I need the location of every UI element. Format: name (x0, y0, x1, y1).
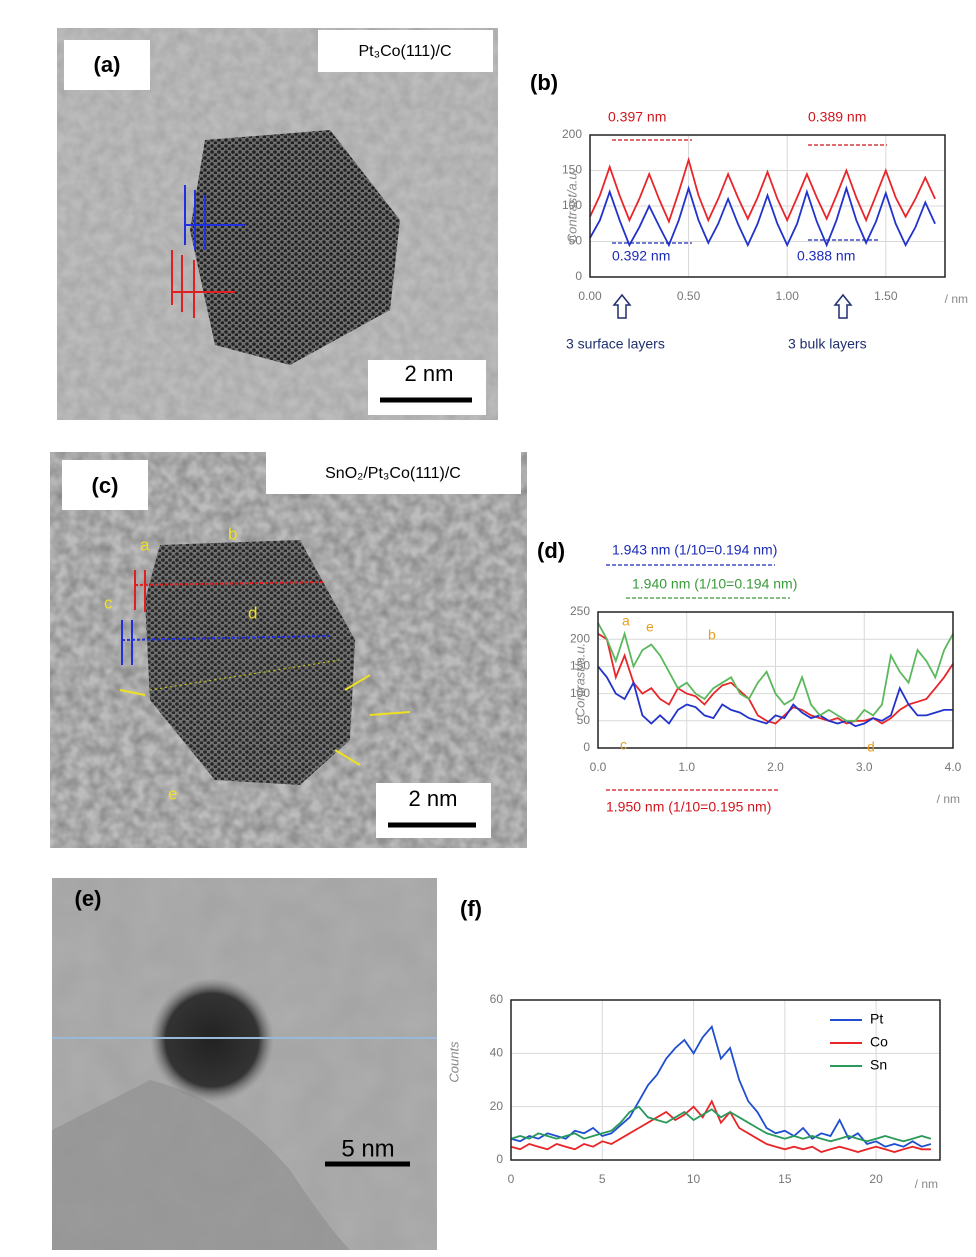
x-tick-label: 0 (508, 1172, 515, 1186)
y-tick-label: 50 (569, 234, 583, 248)
scale-label: 2 nm (405, 361, 454, 386)
y-tick-label: 200 (570, 631, 590, 645)
annotation: 1.943 nm (1/10=0.194 nm) (612, 542, 777, 558)
x-tick-label: 10 (687, 1172, 701, 1186)
annotation: a (622, 613, 630, 629)
legend-label: Co (870, 1034, 888, 1050)
y-tick-label: 100 (570, 686, 590, 700)
x-tick-label: 2.0 (767, 760, 784, 774)
x-tick-label: 1.00 (776, 289, 800, 303)
y-tick-label: 100 (562, 198, 582, 212)
panel-label: (e) (75, 886, 102, 911)
x-tick-label: 3.0 (856, 760, 873, 774)
annotation: 0.397 nm (608, 109, 666, 125)
y-tick-label: 0 (583, 740, 590, 754)
series-line (589, 185, 936, 248)
panel-label: (c) (92, 473, 119, 498)
series-line (597, 665, 953, 728)
y-tick-label: 0 (575, 269, 582, 283)
y-tick-label: 50 (577, 713, 591, 727)
caption: SnO₂/Pt₃Co(111)/C (325, 465, 461, 482)
y-axis-label: Counts (446, 1041, 461, 1083)
series-line (597, 633, 954, 725)
arrow (612, 293, 853, 319)
image-a: (a) Pt₃Co(111)/C 2 nm (57, 28, 498, 420)
y-tick-label: 150 (562, 163, 582, 177)
annotation: 1.950 nm (1/10=0.195 nm) (606, 799, 771, 815)
x-tick-label: 0.00 (578, 289, 602, 303)
plot-frame (510, 999, 941, 1161)
annotation: b (708, 627, 716, 643)
y-tick-label: 40 (490, 1046, 504, 1060)
x-tick-label: 1.50 (874, 289, 898, 303)
legend-label: Pt (870, 1011, 883, 1027)
x-axis-label: / nm (915, 1177, 938, 1191)
annotation: 3 bulk layers (788, 336, 867, 352)
x-tick-label: 1.0 (678, 760, 695, 774)
x-axis-label: / nm (937, 792, 960, 806)
x-axis-label: / nm (945, 292, 968, 306)
series-line (510, 1099, 931, 1153)
series-line (510, 1024, 932, 1148)
image-c: (c) SnO₂/Pt₃Co(111)/C a b c d e 2 nm (50, 452, 527, 848)
annotation: 0.388 nm (797, 248, 855, 264)
panel-label: (a) (94, 52, 121, 77)
series-line (597, 622, 954, 722)
x-tick-label: 20 (869, 1172, 883, 1186)
series-line (510, 1105, 932, 1143)
scale-label: 2 nm (409, 786, 458, 811)
plot-frame (589, 134, 946, 278)
x-tick-label: 15 (778, 1172, 792, 1186)
annotation: 0.392 nm (612, 248, 670, 264)
image-e: (e) 5 nm (52, 878, 437, 1250)
annotation: 3 surface layers (566, 336, 665, 352)
y-axis-label: Contrast/a.u. (572, 643, 587, 717)
y-axis-label: Contrast/a.u. (564, 169, 579, 243)
x-tick-label: 5 (599, 1172, 606, 1186)
x-tick-label: 4.0 (945, 760, 962, 774)
marker: e (168, 784, 177, 803)
marker: a (140, 535, 150, 554)
annotation: 0.389 nm (808, 109, 866, 125)
annotation: d (867, 739, 875, 755)
marker: c (104, 593, 113, 612)
legend-label: Sn (870, 1057, 887, 1073)
y-tick-label: 150 (570, 659, 590, 673)
y-tick-label: 200 (562, 127, 582, 141)
y-tick-label: 20 (490, 1099, 504, 1113)
caption: Pt₃Co(111)/C (358, 43, 451, 60)
panel-label: (d) (537, 538, 565, 563)
series-line (589, 156, 936, 225)
panel-label: (b) (530, 70, 558, 95)
annotation: e (646, 619, 654, 635)
y-tick-label: 60 (490, 992, 504, 1006)
panel-label: (f) (460, 896, 482, 921)
marker: d (248, 603, 257, 622)
y-tick-label: 250 (570, 604, 590, 618)
x-tick-label: 0.0 (590, 760, 607, 774)
marker: b (228, 524, 237, 543)
annotation: 1.940 nm (1/10=0.194 nm) (632, 576, 797, 592)
annotation: c (620, 737, 627, 753)
x-tick-label: 0.50 (677, 289, 701, 303)
plot-frame (597, 611, 954, 749)
scale-label: 5 nm (341, 1135, 394, 1162)
y-tick-label: 0 (496, 1152, 503, 1166)
